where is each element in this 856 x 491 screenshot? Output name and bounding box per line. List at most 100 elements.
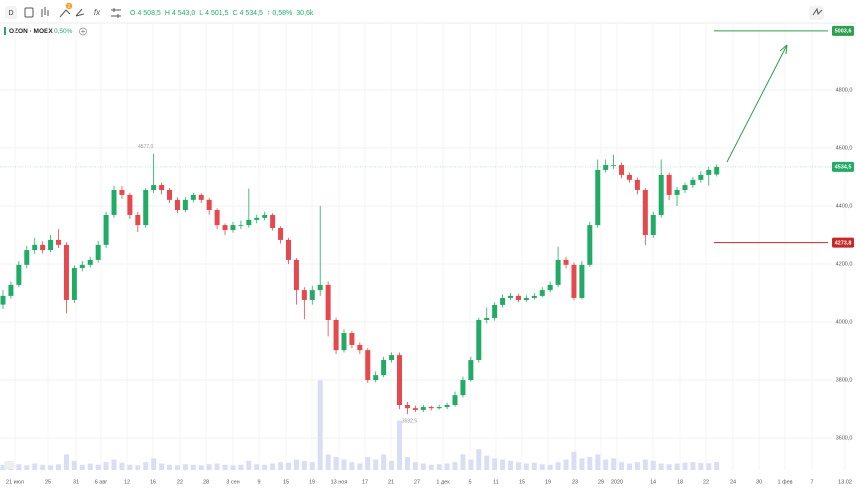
- volume-bar: [531, 462, 537, 470]
- grid: [0, 22, 846, 470]
- y-tick-label: 3600,0: [836, 436, 853, 442]
- candle-body: [381, 360, 387, 376]
- x-tick-label: 12: [124, 479, 130, 485]
- volume-bar: [674, 463, 680, 470]
- y-tick-label: 4800,0: [836, 87, 853, 93]
- candles: 4577,0 3682,5: [0, 144, 720, 424]
- volume-bar: [79, 464, 85, 470]
- legend-key: ↑: [267, 10, 271, 17]
- price-badge: [832, 25, 854, 36]
- axes: 21 июл 25 31 6 авг 12 16 22 28 3 сен 9 15 19 13 ноя 1…: [6, 87, 852, 485]
- badge-count: 2: [68, 3, 71, 8]
- add-symbol-icon[interactable]: [81, 29, 85, 34]
- volume-bar: [476, 449, 482, 470]
- candle-body: [317, 284, 323, 291]
- candle-body: [135, 214, 141, 226]
- symbol-change: 0,50%: [54, 28, 73, 35]
- volume-bar: [460, 454, 466, 470]
- candle-body: [389, 355, 395, 361]
- candle-body: [285, 239, 291, 260]
- volume-bar: [317, 380, 323, 470]
- volume-bar: [174, 465, 180, 470]
- volume-bar: [182, 464, 188, 470]
- volume-bar: [111, 459, 117, 470]
- chart-type-icon[interactable]: [24, 7, 34, 18]
- x-tick-label: 22: [177, 479, 183, 485]
- candle-body: [222, 225, 228, 231]
- y-tick-label: 3800,0: [836, 378, 853, 384]
- candle-body: [523, 297, 529, 300]
- add-symbol-button[interactable]: [79, 27, 87, 36]
- candle-body: [206, 199, 212, 211]
- candle-body: [357, 344, 363, 351]
- candle-body: [278, 228, 284, 240]
- candle-body: [674, 190, 680, 195]
- candle-body: [127, 194, 133, 215]
- candle-body: [16, 264, 22, 285]
- candle-body: [420, 407, 426, 410]
- volume-bar: [642, 459, 648, 470]
- trend-arrow-head: [779, 44, 788, 55]
- x-tick-label: 13 ноя: [331, 479, 348, 485]
- volume-bar: [325, 454, 331, 470]
- volume-bar: [365, 456, 371, 470]
- x-tick-label: 28: [203, 479, 209, 485]
- trend-arrow: [726, 44, 788, 163]
- price-badge: [832, 161, 854, 172]
- price-badge-label: 4534,5: [835, 165, 852, 171]
- legend-value: 0,58%: [272, 10, 292, 17]
- interval-label[interactable]: D: [8, 10, 13, 17]
- candle-body: [159, 185, 165, 190]
- volume-bar: [595, 454, 601, 470]
- candle-body: [706, 169, 712, 175]
- volume-bar: [87, 463, 93, 470]
- volume-bar: [143, 462, 149, 470]
- fx-icon[interactable]: fx: [94, 8, 101, 17]
- y-tick-label: 4400,0: [836, 203, 853, 209]
- volume-bar: [650, 460, 656, 470]
- brush-icon[interactable]: [75, 8, 85, 17]
- indicators-icon[interactable]: [41, 7, 49, 17]
- drawing-icon[interactable]: [59, 9, 71, 18]
- volume-bar: [278, 462, 284, 470]
- x-tick-label: 14: [650, 479, 656, 485]
- volume-bar: [16, 464, 22, 470]
- ruler-button[interactable]: [4, 461, 14, 469]
- legend-key: L: [199, 10, 203, 17]
- candle-body: [460, 380, 466, 396]
- candle-body: [71, 268, 77, 300]
- candle-body: [626, 174, 632, 180]
- candle-body: [48, 239, 54, 251]
- candle-body: [0, 295, 6, 305]
- volume-bar: [71, 460, 77, 470]
- volume-bar: [412, 462, 418, 470]
- interval-button[interactable]: [5, 6, 17, 19]
- candle-body: [8, 284, 14, 296]
- ai-icon[interactable]: [812, 7, 823, 16]
- volume-bar: [301, 460, 307, 470]
- volume-bar: [48, 465, 54, 470]
- candle-body: [293, 259, 299, 291]
- candle-body: [587, 225, 593, 265]
- volume-bar: [714, 462, 720, 470]
- volume-bar: [515, 462, 521, 470]
- candle-body: [341, 333, 347, 351]
- settings-icon[interactable]: [111, 8, 121, 18]
- volume-bar: [151, 458, 157, 470]
- x-tick-label: 18: [677, 479, 683, 485]
- x-tick-label: 1 фев: [777, 479, 792, 485]
- volume-bar: [373, 459, 379, 470]
- candle-body: [476, 319, 482, 361]
- volume-bar: [468, 459, 474, 470]
- candle-body: [24, 250, 30, 265]
- volume-bar: [24, 465, 30, 470]
- legend-key: H: [165, 10, 170, 17]
- volume-bar: [389, 460, 395, 470]
- price-badge-label: 5003,6: [835, 29, 852, 35]
- volume-bar: [214, 463, 220, 470]
- ai-button[interactable]: [809, 6, 824, 20]
- volume-bar: [63, 454, 69, 470]
- x-tick-label: 1 дек: [436, 479, 450, 485]
- x-tick-label: 21: [388, 479, 394, 485]
